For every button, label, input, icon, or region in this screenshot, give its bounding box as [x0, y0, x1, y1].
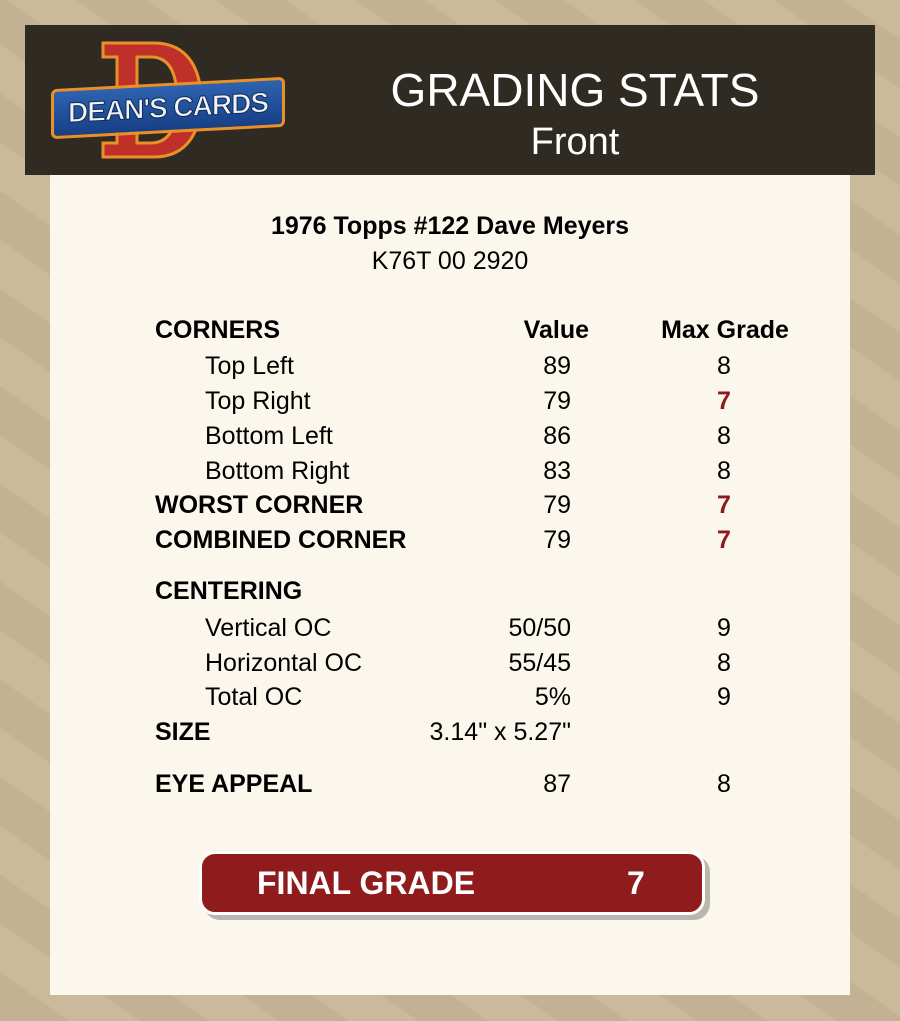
- stat-value: 87: [543, 770, 571, 798]
- stat-label: CENTERING: [155, 577, 303, 605]
- stat-label: Top Left: [205, 352, 294, 380]
- stat-label: EYE APPEAL: [155, 770, 313, 798]
- stat-value: 83: [543, 457, 571, 485]
- stat-label: Horizontal OC: [205, 649, 362, 677]
- deans-cards-logo: DEAN'S CARDS: [47, 39, 285, 164]
- stat-label: SIZE: [155, 718, 211, 746]
- stat-label: Bottom Right: [205, 457, 350, 485]
- card-code: K76T 00 2920: [371, 247, 529, 275]
- stat-row: WORST CORNER 79 7: [0, 491, 900, 521]
- stat-row: EYE APPEAL 87 8: [0, 770, 900, 800]
- stat-row: Top Left 89 8: [0, 352, 900, 382]
- stat-value: 79: [543, 526, 571, 554]
- stat-row: CENTERING: [0, 577, 900, 607]
- column-header-row: CORNERS Value Max Grade: [0, 316, 900, 346]
- stat-max-grade: 7: [717, 387, 731, 415]
- final-grade-value: 7: [627, 865, 645, 901]
- stat-row: Vertical OC 50/50 9: [0, 614, 900, 644]
- stat-value: 50/50: [508, 614, 571, 642]
- stat-max-grade: 7: [717, 491, 731, 519]
- section-corners: CORNERS: [155, 316, 281, 344]
- stat-max-grade: 8: [717, 770, 731, 798]
- stat-row: Bottom Left 86 8: [0, 422, 900, 452]
- stat-row: Total OC 5% 9: [0, 683, 900, 713]
- stat-row: Top Right 79 7: [0, 387, 900, 417]
- stat-row: SIZE 3.14" x 5.27": [0, 718, 900, 748]
- column-max-grade: Max Grade: [661, 316, 789, 344]
- stat-value: 89: [543, 352, 571, 380]
- stat-max-grade: 9: [717, 683, 731, 711]
- stat-max-grade: 9: [717, 614, 731, 642]
- logo-text: DEAN'S CARDS: [67, 86, 268, 129]
- page-title: GRADING STATS: [390, 64, 760, 116]
- stat-max-grade: 7: [717, 526, 731, 554]
- stat-row: Bottom Right 83 8: [0, 457, 900, 487]
- card-name: 1976 Topps #122 Dave Meyers: [270, 212, 630, 240]
- stat-value: 55/45: [508, 649, 571, 677]
- stat-value: 86: [543, 422, 571, 450]
- header-bar: DEAN'S CARDS GRADING STATS Front: [25, 25, 875, 175]
- final-grade-label: FINAL GRADE: [257, 865, 476, 901]
- stat-value: 3.14" x 5.27": [429, 718, 571, 746]
- stat-value: 79: [543, 491, 571, 519]
- stat-label: WORST CORNER: [155, 491, 364, 519]
- stat-max-grade: 8: [717, 352, 731, 380]
- column-value: Value: [523, 316, 589, 344]
- stat-label: COMBINED CORNER: [155, 526, 407, 554]
- stat-label: Vertical OC: [205, 614, 332, 642]
- logo-banner: DEAN'S CARDS: [51, 76, 285, 140]
- stat-row: COMBINED CORNER 79 7: [0, 526, 900, 556]
- stat-row: Horizontal OC 55/45 8: [0, 649, 900, 679]
- stat-value: 5%: [534, 683, 571, 711]
- stat-label: Bottom Left: [205, 422, 333, 450]
- stat-value: 79: [543, 387, 571, 415]
- final-grade-badge: FINAL GRADE 7: [199, 851, 705, 915]
- stat-max-grade: 8: [717, 649, 731, 677]
- stat-label: Top Right: [205, 387, 311, 415]
- stat-label: Total OC: [205, 683, 303, 711]
- page-subtitle: Front: [530, 121, 620, 163]
- stat-max-grade: 8: [717, 422, 731, 450]
- stat-max-grade: 8: [717, 457, 731, 485]
